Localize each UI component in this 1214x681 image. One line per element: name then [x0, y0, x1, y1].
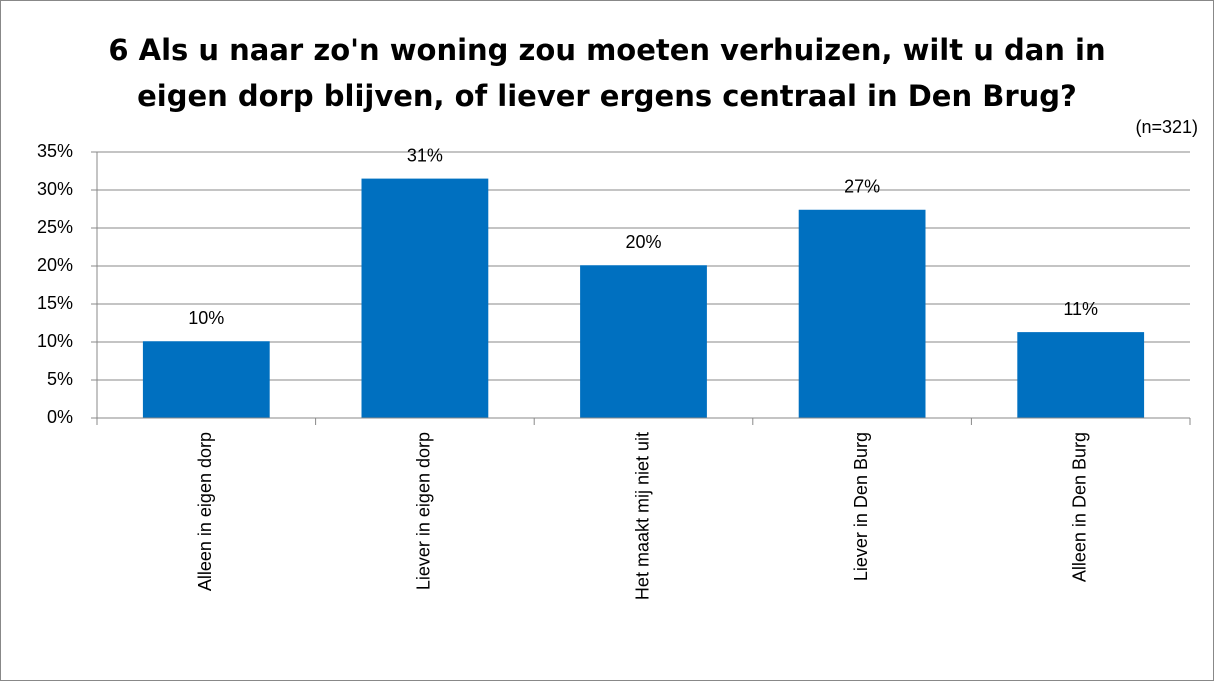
bar	[142, 341, 270, 418]
y-tick-label: 35%	[37, 141, 73, 161]
y-tick-label: 5%	[47, 369, 73, 389]
data-label: 31%	[407, 145, 443, 165]
x-tick-label: Liever in Den Burg	[851, 432, 871, 581]
x-tick-label: Liever in eigen dorp	[414, 432, 434, 590]
y-tick-label: 30%	[37, 179, 73, 199]
annotation: (n=321)	[1135, 117, 1198, 137]
x-tick-label: Het maakt mij niet uit	[632, 432, 652, 600]
x-tick-label: Alleen in eigen dorp	[195, 432, 215, 591]
data-label: 20%	[625, 232, 661, 252]
data-label: 27%	[844, 177, 880, 197]
data-label: 10%	[188, 308, 224, 328]
chart-title: eigen dorp blijven, of liever ergens cen…	[137, 79, 1077, 113]
y-tick-label: 10%	[37, 331, 73, 351]
y-tick-label: 15%	[37, 293, 73, 313]
data-label: 11%	[1063, 299, 1098, 319]
bar	[580, 265, 707, 418]
bar	[798, 209, 926, 418]
y-tick-label: 0%	[47, 407, 73, 427]
y-tick-label: 20%	[37, 255, 73, 275]
bar	[1017, 332, 1145, 418]
bar	[361, 178, 489, 418]
x-tick-label: Alleen in Den Burg	[1069, 432, 1089, 582]
y-tick-label: 25%	[37, 217, 73, 237]
chart-title: 6 Als u naar zo'n woning zou moeten verh…	[108, 33, 1105, 67]
